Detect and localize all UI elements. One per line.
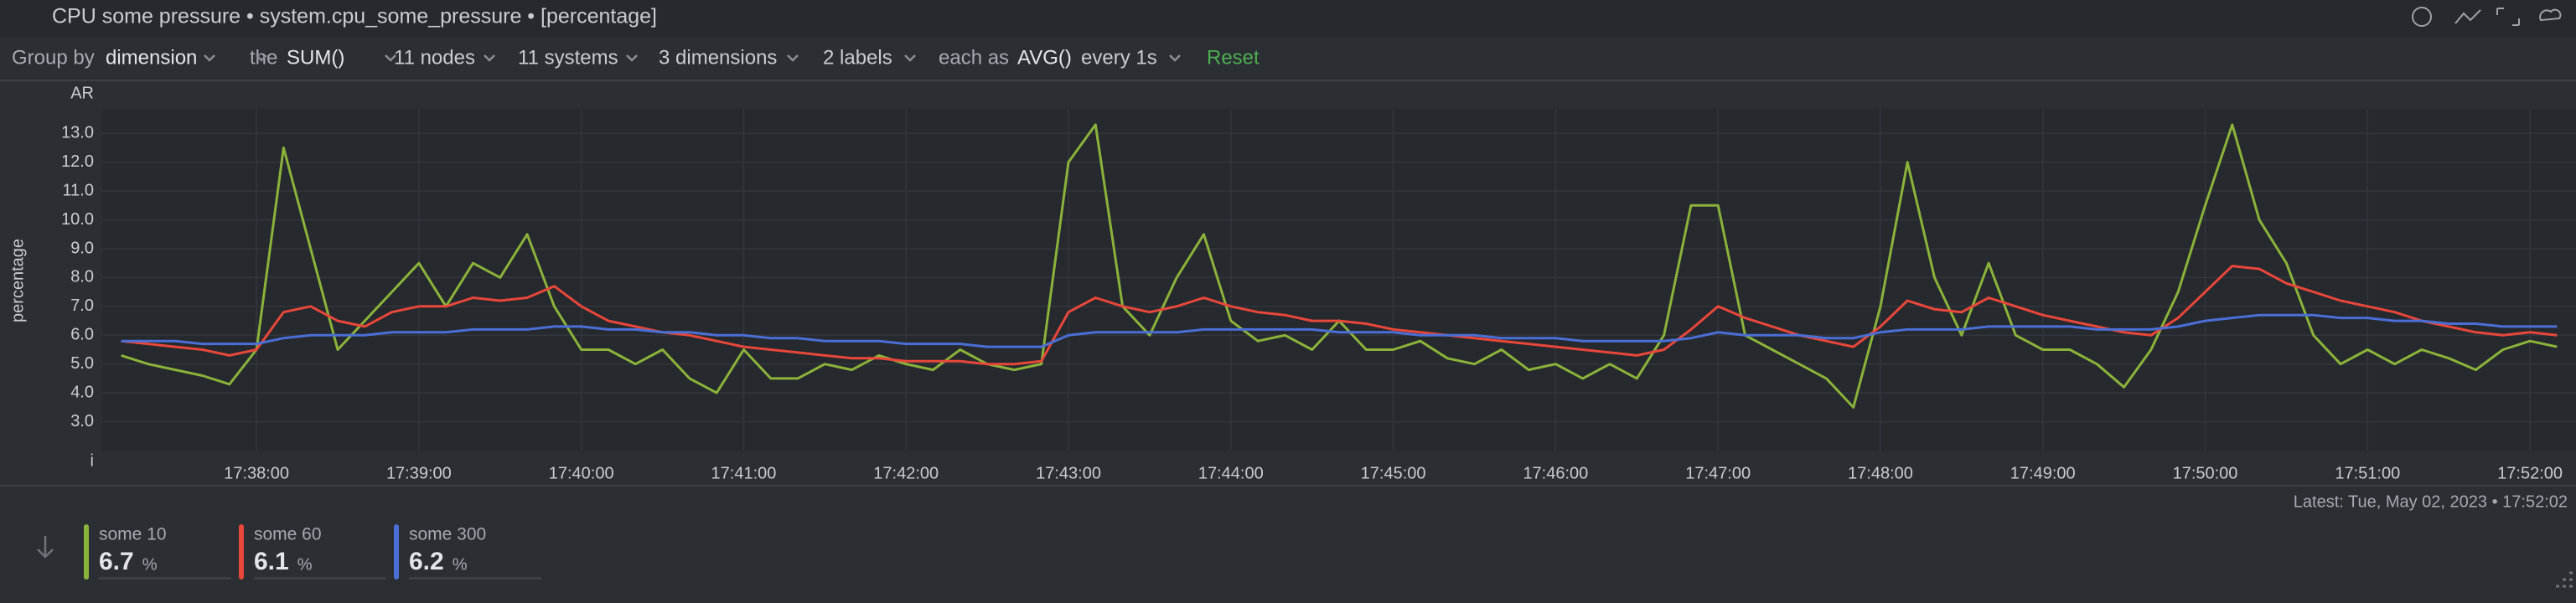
legend-color[interactable] [394,524,399,580]
labels-select[interactable]: 2 labels [823,46,892,69]
resize-handle[interactable] [2556,571,2573,588]
group-by-label: Group by [12,46,95,69]
aggregation-select[interactable]: SUM() [287,46,344,69]
y-axis-label: percentage [8,239,27,322]
lines [121,123,2558,409]
x-tick-label: 17:48:00 [1848,464,1913,482]
x-tick-label: 17:41:00 [711,464,777,482]
legend-color[interactable] [84,524,89,580]
plot-area [102,109,2576,451]
every-select[interactable]: every 1s [1081,46,1157,69]
legend-value[interactable]: 6.7 [99,548,134,575]
x-tick-label: 17:45:00 [1361,464,1426,482]
systems-select[interactable]: 11 systems [518,46,618,69]
chart-header-title: CPU some pressure • system.cpu_some_pres… [52,5,657,28]
x-tick-label: 17:39:00 [386,464,452,482]
legend-value[interactable]: 6.1 [254,548,289,575]
legend-name[interactable]: some 300 [409,525,486,544]
legend-unit[interactable]: % [453,555,468,574]
y-tick-label: 5.0 [70,354,94,373]
y-tick-label: 10.0 [61,210,94,229]
each-aggregation-select[interactable]: AVG() [1017,46,1072,69]
y-tick-label: 11.0 [63,181,94,199]
latest-timestamp: Latest: Tue, May 02, 2023 • 17:52:02 [2294,492,2568,511]
x-tick-label: 17:47:00 [1685,464,1751,482]
axis-bottom-label: i [91,451,94,470]
header-bar [0,0,2576,37]
y-tick-label: 6.0 [70,326,94,344]
x-tick-label: 17:52:00 [2497,464,2563,482]
legend-name[interactable]: some 10 [99,525,167,544]
dimensions-select[interactable]: 3 dimensions [659,46,777,69]
legend-unit[interactable]: % [297,555,313,574]
x-tick-label: 17:40:00 [549,464,614,482]
dropdown-arrows [204,54,1181,62]
legend-underline [409,577,541,580]
legend-name[interactable]: some 60 [254,525,322,544]
x-tick-label: 17:49:00 [2010,464,2076,482]
x-tick-label: 17:42:00 [873,464,939,482]
nodes-select[interactable]: 11 nodes [394,46,475,69]
axis-top-label: AR [70,84,94,102]
series-line [121,265,2558,366]
y-tick-label: 13.0 [61,124,94,142]
y-tick-label: 3.0 [70,412,94,430]
header-icons[interactable] [2412,7,2562,27]
legend-color[interactable] [239,524,244,580]
x-tick-label: 17:50:00 [2173,464,2238,482]
each-as-label: each as [939,46,1009,69]
reset-button[interactable]: Reset [1207,46,1260,69]
legend: some 10 6.7 % some 60 6.1 % some 300 6.2% [84,524,541,580]
legend-underline [99,577,231,580]
sort-icon[interactable] [37,536,54,559]
x-tick-label: 17:38:00 [224,464,289,482]
legend-unit[interactable]: % [142,555,158,574]
group-by-select[interactable]: dimension [106,46,197,69]
x-tick-label: 17:44:00 [1198,464,1264,482]
y-tick-label: 8.0 [70,268,94,286]
toolbar: Group by dimension the SUM() 11 nodes 11… [12,46,1260,69]
y-tick-label: 12.0 [61,152,94,171]
y-tick-label: 7.0 [70,296,94,315]
x-tick-label: 17:43:00 [1036,464,1101,482]
x-tick-label: 17:46:00 [1523,464,1588,482]
y-tick-label: 9.0 [70,239,94,257]
legend-value[interactable]: 6.2 [409,548,444,575]
x-tick-label: 17:51:00 [2335,464,2400,482]
y-tick-label: 4.0 [70,383,94,401]
series-line [121,313,2558,348]
legend-underline [254,577,386,580]
